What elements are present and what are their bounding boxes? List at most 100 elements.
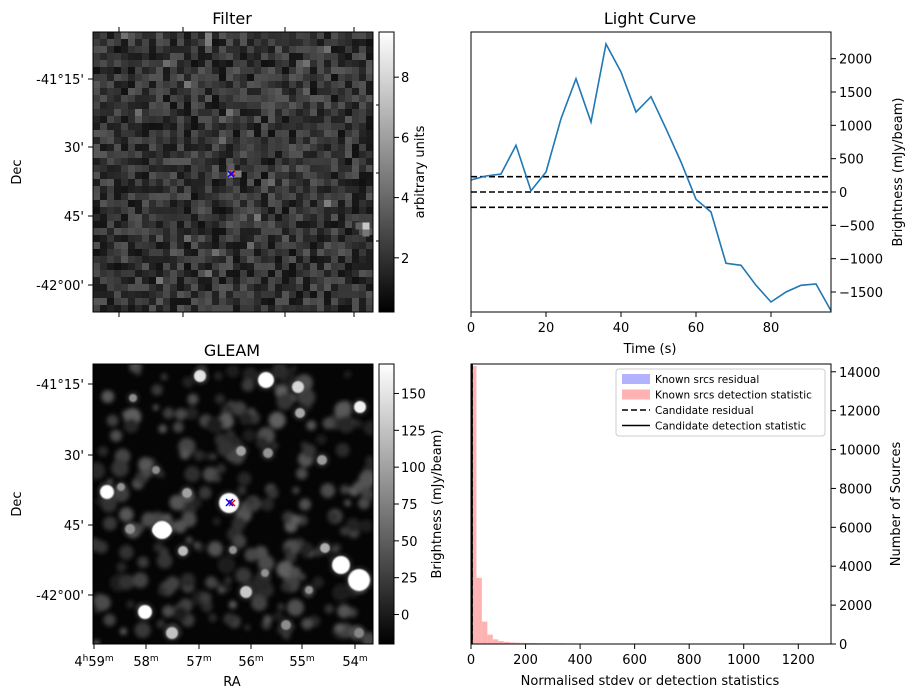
filter-pixel [338,221,346,229]
filter-pixel [149,172,157,180]
filter-pixel [303,284,311,292]
filter-pixel [128,235,136,243]
gleam-source-10 [292,381,304,393]
filter-pixel [219,186,227,194]
filter-pixel [240,165,248,173]
filter-pixel [240,207,248,215]
filter-pixel [177,207,185,215]
filter-pixel [156,186,164,194]
filter-pixel [163,116,171,124]
filter-pixel [205,193,213,201]
filter-pixel [219,102,227,110]
filter-pixel [135,179,143,187]
filter-pixel [212,242,220,250]
gleam-ytick-label: -42°00' [36,589,84,604]
filter-pixel [310,291,318,299]
filter-pixel [310,151,318,159]
filter-pixel [289,242,297,250]
filter-pixel [310,165,318,173]
filter-pixel [205,151,213,159]
filter-pixel [198,200,206,208]
filter-pixel [226,32,234,40]
filter-pixel [226,249,234,257]
filter-pixel [310,193,318,201]
gleam-noise-blob [335,623,345,633]
filter-pixel [114,214,122,222]
filter-pixel [135,214,143,222]
filter-pixel [275,235,283,243]
filter-pixel [345,284,353,292]
filter-pixel [184,116,192,124]
filter-pixel [135,207,143,215]
filter-pixel [114,102,122,110]
filter-pixel [163,32,171,40]
gleam-noise-blob [324,604,334,614]
filter-pixel [359,81,367,89]
filter-pixel [198,228,206,236]
filter-pixel [191,193,199,201]
filter-pixel [121,46,129,54]
filter-pixel [93,172,101,180]
filter-pixel [121,88,129,96]
filter-pixel [163,81,171,89]
filter-pixel [359,88,367,96]
filter-pixel [114,95,122,103]
filter-pixel [226,109,234,117]
filter-pixel [289,88,297,96]
gleam-noise-blob [223,613,236,625]
lightcurve-ytick-label: 2000 [839,53,872,68]
filter-pixel [338,32,346,40]
filter-pixel [163,123,171,131]
filter-pixel [177,102,185,110]
filter-pixel [240,172,248,180]
filter-pixel [177,116,185,124]
filter-pixel [317,179,325,187]
filter-pixel [296,207,304,215]
filter-pixel [247,214,255,222]
filter-pixel [100,32,108,40]
filter-pixel [198,249,206,257]
filter-pixel [198,102,206,110]
filter-pixel [135,193,143,201]
filter-pixel [254,291,262,299]
filter-pixel [359,102,367,110]
filter-pixel [121,291,129,299]
filter-pixel [275,39,283,47]
filter-pixel [114,88,122,96]
filter-pixel [191,291,199,299]
filter-pixel [233,88,241,96]
filter-pixel [310,186,318,194]
filter-pixel [317,39,325,47]
filter-pixel [338,144,346,152]
filter-pixel [100,172,108,180]
gleam-noise-blob [204,452,212,460]
filter-pixel [121,109,129,117]
filter-pixel [93,270,101,278]
filter-pixel [303,95,311,103]
filter-pixel [184,284,192,292]
filter-pixel [142,53,150,61]
filter-pixel [345,256,353,264]
filter-pixel [261,200,269,208]
filter-pixel [282,81,290,89]
filter-pixel [289,270,297,278]
filter-pixel [310,60,318,68]
filter-pixel [184,249,192,257]
filter-pixel [191,81,199,89]
filter-pixel [282,137,290,145]
filter-pixel [275,242,283,250]
filter-pixel [212,305,220,312]
filter-pixel [296,165,304,173]
filter-pixel [170,102,178,110]
filter-pixel [107,291,115,299]
filter-pixel [212,123,220,131]
filter-pixel [191,172,199,180]
filter-pixel [261,109,269,117]
filter-pixel [163,109,171,117]
filter-pixel [275,249,283,257]
filter-y-ticks: -41°15'30'45'-42°00' [36,73,93,294]
gleam-noise-blob [231,516,246,531]
filter-pixel [296,305,304,312]
filter-pixel [296,277,304,285]
